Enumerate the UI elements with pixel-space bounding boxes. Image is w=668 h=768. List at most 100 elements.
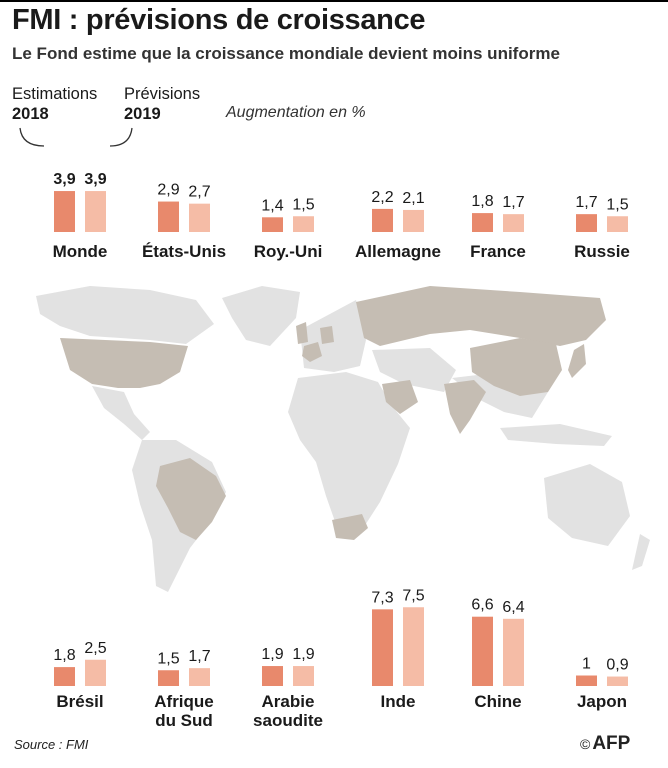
bar-chine-2018 <box>472 616 493 686</box>
value-label-russie-2018: 1,7 <box>575 194 597 211</box>
bar-russie-2019 <box>607 216 628 232</box>
value-label-japon-2019: 0,9 <box>606 657 628 674</box>
value-label-chine-2018: 6,6 <box>471 597 493 614</box>
map-france <box>302 342 322 362</box>
value-label-inde-2018: 7,3 <box>371 589 393 606</box>
bar-groups: 3,9 3,9 Monde 2,9 2,7 États-Unis 1,4 1,5 Roy.-Un… <box>53 171 630 730</box>
bar-group-etats-unis: 2,9 2,7 États-Unis <box>142 182 226 261</box>
bar-bresil-2019 <box>85 659 106 686</box>
map-japon <box>568 344 586 378</box>
map-saudi-arabia <box>382 380 418 414</box>
value-label-japon-2018: 1 <box>582 656 591 673</box>
bar-group-chine: 6,6 6,4 Chine <box>471 597 524 711</box>
bar-group-russie: 1,7 1,5 Russie <box>574 194 630 261</box>
map-australia <box>544 464 630 546</box>
category-label-inde: Inde <box>381 692 416 711</box>
bar-roy-uni-2019 <box>293 216 314 232</box>
chart-title: FMI : prévisions de croissance <box>12 4 426 36</box>
value-label-etats-unis-2019: 2,7 <box>188 184 210 201</box>
legend-bracket-2019 <box>109 127 133 147</box>
value-label-roy-uni-2018: 1,4 <box>261 197 283 214</box>
category-label-france: France <box>470 242 526 261</box>
bar-afrique-du-sud-2018 <box>158 670 179 686</box>
map-africa <box>288 372 410 530</box>
bar-russie-2018 <box>576 214 597 232</box>
bar-afrique-du-sud-2019 <box>189 668 210 686</box>
legend-previsions: Prévisions 2019 <box>124 84 200 124</box>
value-label-bresil-2019: 2,5 <box>84 640 106 657</box>
value-label-monde-2018: 3,9 <box>53 171 75 188</box>
value-label-arabie-saoudite-2018: 1,9 <box>261 646 283 663</box>
map-usa <box>60 338 188 388</box>
value-label-afrique-du-sud-2018: 1,5 <box>157 650 179 667</box>
map-greenland <box>222 286 300 346</box>
bar-arabie-saoudite-2019 <box>293 666 314 686</box>
copyright-icon: © <box>580 736 591 752</box>
bar-group-france: 1,8 1,7 France <box>470 193 526 261</box>
map-central-america <box>92 386 150 440</box>
category-label-bresil: Brésil <box>56 692 103 711</box>
value-label-allemagne-2018: 2,2 <box>371 189 393 206</box>
world-map <box>36 286 650 592</box>
bar-japon-2018 <box>576 675 597 686</box>
value-label-afrique-du-sud-2019: 1,7 <box>188 648 210 665</box>
bar-france-2019 <box>503 214 524 232</box>
bar-etats-unis-2018 <box>158 201 179 232</box>
category-label-arabie-saoudite-line1: Arabie <box>262 692 315 711</box>
bar-inde-2018 <box>372 609 393 686</box>
chart-subtitle: Le Fond estime que la croissance mondial… <box>12 44 560 63</box>
map-germany <box>320 326 334 344</box>
bar-group-allemagne: 2,2 2,1 Allemagne <box>355 189 441 261</box>
map-russia <box>356 286 606 346</box>
category-label-arabie-saoudite-line2: saoudite <box>253 711 323 730</box>
value-label-roy-uni-2019: 1,5 <box>292 196 314 213</box>
category-label-monde: Monde <box>53 242 108 261</box>
map-south-africa <box>332 514 368 540</box>
bar-monde-2019 <box>85 191 106 232</box>
legend-estimations-year: 2018 <box>12 105 49 123</box>
bar-group-bresil: 1,8 2,5 Brésil <box>53 640 106 711</box>
source-note: Source : FMI <box>14 737 89 752</box>
bar-etats-unis-2019 <box>189 203 210 232</box>
category-label-roy-uni: Roy.-Uni <box>254 242 323 261</box>
legend-estimations: Estimations 2018 <box>12 84 97 124</box>
bar-monde-2018 <box>54 191 75 232</box>
legend-estimations-label: Estimations <box>12 85 98 103</box>
bar-arabie-saoudite-2018 <box>262 666 283 686</box>
value-label-bresil-2018: 1,8 <box>53 647 75 664</box>
bar-group-japon: 1 0,9 Japon <box>576 656 629 711</box>
category-label-chine: Chine <box>474 692 521 711</box>
category-label-afrique-du-sud-line2: du Sud <box>155 711 213 730</box>
value-label-france-2019: 1,7 <box>502 194 524 211</box>
map-new-zealand <box>632 534 650 570</box>
top-rule <box>0 0 668 2</box>
bar-roy-uni-2018 <box>262 217 283 232</box>
map-indonesia <box>500 424 612 446</box>
map-china <box>470 338 562 396</box>
map-north-america <box>36 286 214 344</box>
value-label-russie-2019: 1,5 <box>606 196 628 213</box>
bar-inde-2019 <box>403 607 424 686</box>
category-label-afrique-du-sud-line1: Afrique <box>154 692 214 711</box>
category-label-allemagne: Allemagne <box>355 242 441 261</box>
bar-allemagne-2019 <box>403 209 424 232</box>
value-label-monde-2019: 3,9 <box>84 171 106 188</box>
category-label-japon: Japon <box>577 692 627 711</box>
value-label-inde-2019: 7,5 <box>402 587 424 604</box>
map-uk <box>296 322 308 344</box>
legend-previsions-label: Prévisions <box>124 85 201 103</box>
bar-group-monde: 3,9 3,9 Monde <box>53 171 108 261</box>
bar-allemagne-2018 <box>372 208 393 232</box>
bar-group-roy-uni: 1,4 1,5 Roy.-Uni <box>254 196 323 261</box>
legend-bracket-2018 <box>19 127 45 147</box>
map-middle-east <box>372 348 456 392</box>
bar-group-inde: 7,3 7,5 Inde <box>371 587 424 711</box>
value-label-chine-2019: 6,4 <box>502 599 524 616</box>
category-label-russie: Russie <box>574 242 630 261</box>
afp-logo: © AFP <box>580 733 630 755</box>
afp-logo-text: AFP <box>592 733 631 754</box>
bar-france-2018 <box>472 213 493 232</box>
